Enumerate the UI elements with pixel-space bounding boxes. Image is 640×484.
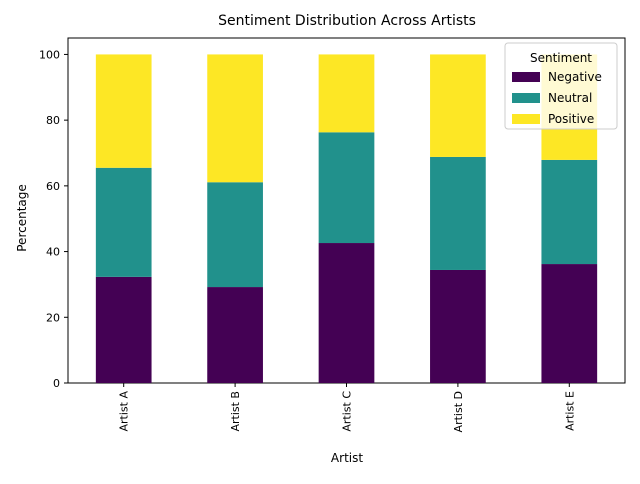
bar-positive-4: [430, 54, 486, 157]
x-tick-label: Artist C: [341, 391, 354, 432]
y-tick-label: 60: [46, 180, 60, 193]
legend-frame: [504, 42, 618, 130]
x-axis-label: Artist: [331, 451, 363, 465]
legend-label-neutral: Neutral: [548, 91, 592, 105]
bar-negative-4: [430, 269, 486, 383]
legend-label-positive: Positive: [548, 112, 594, 126]
y-tick-label: 0: [53, 377, 60, 390]
chart-title: Sentiment Distribution Across Artists: [218, 13, 476, 29]
bar-neutral-4: [430, 156, 486, 270]
y-tick-label: 20: [46, 311, 60, 324]
bars-group: [95, 54, 598, 383]
y-tick-label: 80: [46, 114, 60, 127]
bar-negative-5: [541, 264, 598, 383]
bar-negative-2: [207, 287, 263, 383]
bar-negative-1: [95, 276, 152, 383]
legend-title: Sentiment: [530, 51, 592, 65]
bar-positive-2: [207, 54, 263, 183]
x-tick-label: Artist E: [563, 391, 576, 431]
bar-neutral-3: [318, 132, 375, 244]
x-tick-label: Artist B: [229, 391, 242, 432]
y-axis: 0 20 40 60 80 100: [39, 48, 68, 390]
bar-positive-3: [318, 54, 375, 133]
legend-swatch-negative: [512, 72, 540, 82]
legend: Sentiment Negative Neutral Positive: [504, 42, 618, 130]
bar-positive-1: [95, 54, 152, 168]
bar-neutral-2: [207, 182, 263, 288]
bar-negative-3: [318, 243, 375, 383]
x-tick-label: Artist D: [452, 391, 465, 432]
legend-label-negative: Negative: [548, 70, 602, 84]
x-axis: Artist A Artist B Artist C Artist D Artist E: [118, 383, 576, 432]
legend-items: Negative Neutral Positive: [512, 70, 602, 126]
y-tick-label: 100: [39, 48, 60, 61]
y-axis-label: Percentage: [15, 184, 29, 252]
y-tick-label: 40: [46, 246, 60, 259]
legend-swatch-neutral: [512, 93, 540, 103]
x-tick-label: Artist A: [118, 391, 131, 432]
legend-swatch-positive: [512, 114, 540, 124]
bar-neutral-5: [541, 159, 598, 265]
bar-neutral-1: [95, 167, 152, 277]
